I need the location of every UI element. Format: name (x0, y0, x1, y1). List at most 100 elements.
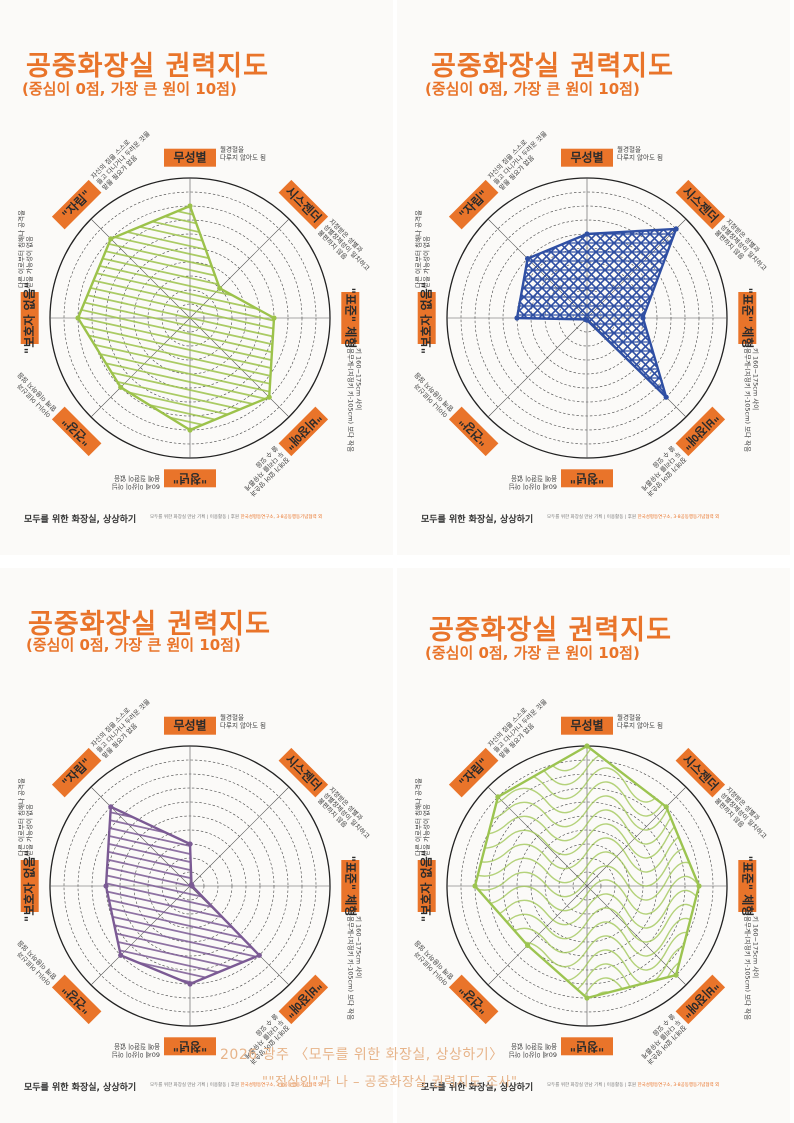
axis-label-box (164, 469, 216, 488)
hatch-line (106, 869, 260, 951)
hatch-line (106, 909, 260, 984)
axis-label-text: "표준" 체형 (343, 856, 358, 917)
card-footer-brand: 모두를 위한 화장실, 상상하기 (421, 515, 534, 525)
axis-line (586, 885, 687, 986)
radar-point (187, 203, 193, 209)
axis-label-text: "표준" 체형 (740, 288, 755, 349)
axis-label-box (417, 292, 436, 344)
radar-point (103, 883, 109, 889)
radar-point (584, 231, 590, 237)
axis-description: 키 160~175cm 사이 (751, 916, 760, 978)
radar-point (187, 427, 193, 433)
radar-point (584, 995, 590, 1001)
axis-description: 월경혈을 (617, 145, 641, 154)
axis-line (189, 218, 290, 319)
radar-hatch-fill (10, 102, 370, 430)
axis-label-box (51, 974, 102, 1025)
hatch-line (78, 206, 274, 279)
axis-label-box (561, 1037, 613, 1056)
axis-label-box (278, 179, 329, 230)
hatch-line (78, 213, 274, 295)
hatch-line (78, 325, 274, 407)
radar-point (256, 952, 262, 958)
axis-line (189, 786, 290, 887)
radar-point (525, 942, 531, 948)
hatch-line (78, 277, 274, 359)
axis-label-box (561, 148, 613, 167)
axis-label-box (164, 148, 216, 167)
hatch-line (106, 901, 260, 983)
axis-label: "보호자 없음"다른 이로부터 침해나 공격을 받을 가능성이 없음 (414, 210, 436, 354)
hatch-line (10, 102, 370, 182)
hatch-line (78, 349, 274, 430)
hatch-line (106, 853, 260, 935)
axis-description: 받을 가능성이 없음 (422, 236, 431, 288)
radar-point (472, 883, 478, 889)
axis-label-box (417, 860, 436, 912)
axis-label-text: "보호자 없음" (22, 850, 37, 922)
radar-point (266, 394, 272, 400)
axis-label: "보호자 없음"다른 이로부터 침해나 공격을 받을 가능성이 없음 (414, 778, 436, 922)
card-title: 공중화장실 권력지도 (26, 51, 269, 82)
axis-description: 들고 다니거나 두려운 것을 (94, 697, 151, 754)
axis-description: 60세 이상이 아님 (509, 1050, 557, 1059)
axis-label: "보호자 없음"다른 이로부터 침해나 공격을 받을 가능성이 없음 (17, 778, 39, 922)
axis-label-text: "표준" 체형 (343, 288, 358, 349)
hatch-line (78, 206, 274, 287)
hatch-line (106, 885, 260, 967)
axis-label-box (675, 406, 726, 457)
axis-description: 몸무게-(지정키 키-105cm) 보다 작음 (346, 916, 355, 1020)
hatch-line (78, 221, 274, 303)
radar-point (673, 226, 679, 232)
axis-label-text: "청년" (173, 471, 208, 486)
hatch-line (106, 925, 260, 984)
radar-point (271, 315, 277, 321)
hatch-line (78, 237, 274, 319)
axis-line (189, 317, 290, 418)
hatch-line (106, 877, 260, 959)
axis-label-text: "보호자 없음" (419, 282, 434, 354)
radar-point (640, 315, 646, 321)
axis-label-text: "청년" (570, 1039, 605, 1054)
card-subtitle: (중심이 0점, 가장 큰 원이 10점) (425, 80, 640, 98)
axis-label-text: "청년" (570, 471, 605, 486)
hatch-line (78, 285, 274, 367)
axis-label-box (561, 469, 613, 488)
axis-label-box (738, 860, 757, 912)
power-map-card: 공중화장실 권력지도 (중심이 0점, 가장 큰 원이 10점) 무성별 월경혈을… (397, 0, 790, 555)
axis-description: 다루지 않아도 됨 (617, 153, 663, 162)
hatch-line (78, 317, 274, 399)
radar-point (108, 236, 114, 242)
axis-label-box (20, 292, 39, 344)
axis-line (90, 317, 191, 418)
axis-label-box (341, 292, 360, 344)
hatch-line (78, 309, 274, 391)
axis-description: 받을 가능성이 없음 (25, 236, 34, 288)
card-title: 공중화장실 권력지도 (28, 609, 271, 640)
hatch-line (106, 917, 260, 984)
card-footer-brand: 모두를 위한 화장실, 상상하기 (24, 515, 137, 525)
axis-label-box (561, 716, 613, 735)
hatch-line (106, 861, 260, 943)
radar-point (118, 384, 124, 390)
axis-description: 다른 이로부터 침해나 공격을 (414, 778, 423, 856)
hatch-line (78, 261, 274, 343)
axis-description: 받을 가능성이 없음 (422, 804, 431, 856)
hatch-line (78, 229, 274, 311)
radar-point (108, 804, 114, 810)
hatch-line (106, 933, 260, 984)
